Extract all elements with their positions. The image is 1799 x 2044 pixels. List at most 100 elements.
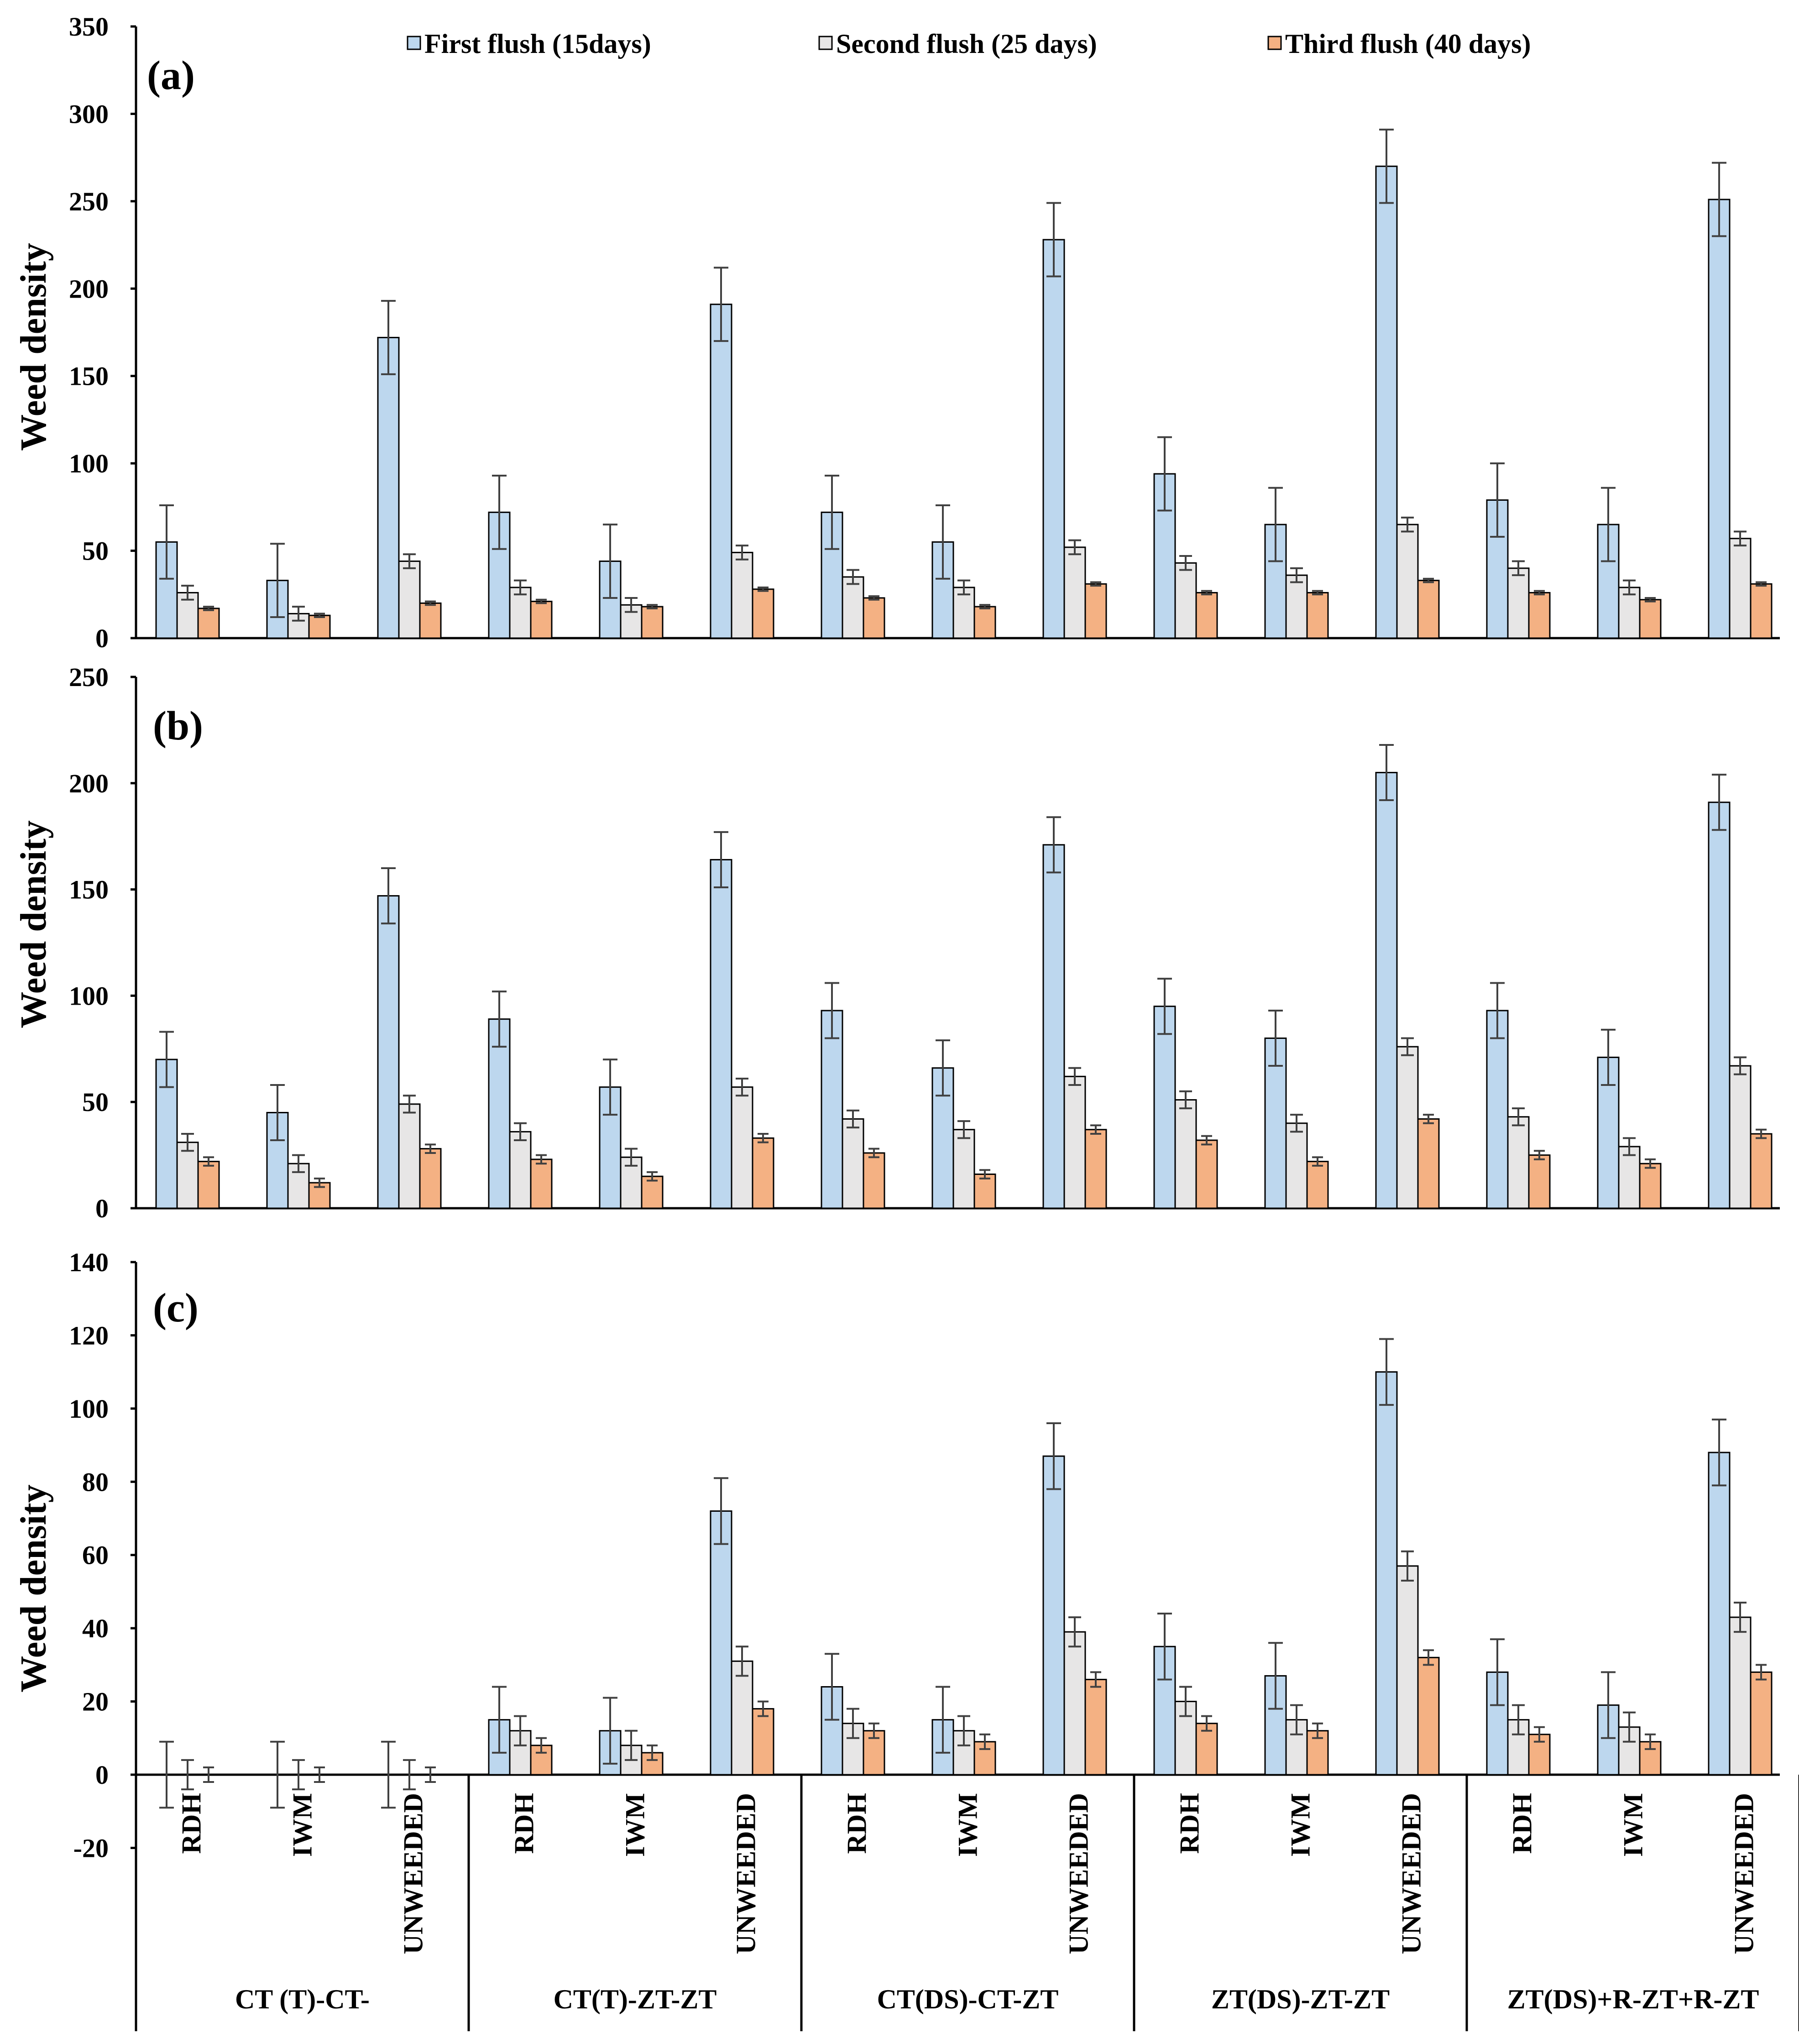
panel-b-error-bar-second-flush (1179, 1090, 1192, 1110)
panel-a-ytick-label: 100 (69, 449, 109, 478)
panel-a-error-bar-second-flush (1623, 579, 1636, 596)
panel-c-error-bar-third-flush (868, 1722, 879, 1739)
panel-b-bar-third-flush (197, 1161, 220, 1209)
panel-b-error-bar-third-flush (1645, 1158, 1656, 1169)
panel-b-error-bar-first-flush (1379, 744, 1394, 802)
panel-a-bar-third-flush (973, 606, 996, 639)
panel-b-error-bar-first-flush (1712, 774, 1726, 831)
panel-a-bar-second-flush (1507, 567, 1530, 639)
panel-b-error-bar-second-flush (957, 1120, 970, 1139)
panel-a-error-bar-second-flush (514, 579, 527, 596)
panel-b-error-bar-first-flush (159, 1031, 174, 1088)
panel-b-label: (b) (153, 703, 203, 749)
panel-c-ytick-label: 80 (82, 1467, 109, 1497)
panel-b-ylabel: Weed density (14, 820, 54, 1028)
panel-a-bars (155, 128, 1773, 639)
category-label-unweeded: UNWEEDED (1064, 1793, 1094, 1954)
panel-c-error-bar-third-flush (203, 1766, 214, 1783)
group-label: CT(T)-ZT-ZT (554, 1984, 717, 2014)
panel-a-bar-first-flush (1375, 165, 1398, 639)
panel-a-bar-second-flush (1063, 546, 1086, 639)
category-label-iwm: IWM (1618, 1793, 1648, 1857)
panel-c-error-bar-second-flush (957, 1715, 970, 1746)
panel-b-error-bar-third-flush (1756, 1128, 1767, 1139)
panel-c-error-bar-first-flush (714, 1477, 728, 1545)
panel-a-error-bar-third-flush (1756, 581, 1767, 587)
category-label-rdh: RDH (1507, 1793, 1538, 1854)
panel-b-error-bar-third-flush (1201, 1135, 1212, 1146)
panel-b-bar-third-flush (1306, 1161, 1329, 1209)
panel-b: (b) Weed density 0 50 100 150 200 250 (14, 662, 1780, 1223)
category-label-rdh: RDH (509, 1793, 539, 1854)
panel-b-bar-first-flush (1375, 772, 1398, 1209)
panel-a-bar-third-flush (1306, 592, 1329, 639)
panel-a-bar-third-flush (752, 588, 774, 639)
panel-c-error-bar-third-flush (1312, 1722, 1323, 1739)
panel-b-error-bar-first-flush (1268, 1009, 1283, 1067)
panel-a-bar-third-flush (641, 606, 664, 639)
panel-c-error-bar-second-flush (1179, 1686, 1192, 1717)
panel-a-bar-first-flush (1042, 239, 1065, 639)
panel-a-ytick-label: 150 (69, 362, 109, 391)
panel-b-bar-second-flush (1285, 1122, 1308, 1209)
panel-c-error-bar-third-flush (1201, 1715, 1212, 1732)
panel-a-error-bar-second-flush (1512, 560, 1525, 577)
panel-a-bar-second-flush (1396, 524, 1419, 639)
panel-a-bar-third-flush (1639, 599, 1662, 639)
panel-a-error-bar-first-flush (1712, 162, 1726, 237)
panel-b-bar-third-flush (973, 1174, 996, 1209)
panel-b-error-bar-third-flush (536, 1154, 547, 1165)
panel-a-error-bar-third-flush (868, 595, 879, 601)
panel-a-error-bar-third-flush (1090, 581, 1101, 587)
panel-b-bar-second-flush (1729, 1065, 1752, 1209)
panel-a-error-bar-first-flush (1379, 128, 1394, 204)
panel-b-error-bar-third-flush (1423, 1114, 1434, 1124)
panel-b-error-bar-first-flush (270, 1084, 285, 1142)
panel-a-ytick-label: 0 (95, 624, 109, 653)
panel-a-error-bar-second-flush (1290, 567, 1303, 583)
panel-b-error-bar-third-flush (425, 1143, 436, 1154)
panel-c-bar-third-flush (1750, 1671, 1773, 1776)
panel-a-bar-second-flush (842, 576, 864, 639)
panel-c-bar-first-flush (1375, 1371, 1398, 1776)
panel-b-bar-first-flush (377, 895, 400, 1209)
panel-a-ytick-label: 50 (82, 536, 109, 566)
category-label-unweeded: UNWEEDED (398, 1793, 429, 1954)
panel-c-error-bar-first-flush (159, 1740, 174, 1809)
legend-label-first-flush: First flush (15days) (424, 29, 651, 59)
panel-b-error-bar-second-flush (403, 1095, 416, 1114)
panel-b-bar-second-flush (952, 1129, 975, 1209)
panel-b-ytick-label: 200 (69, 769, 109, 798)
panel-a-bar-first-flush (377, 336, 400, 639)
panel-a-error-bar-third-flush (425, 600, 436, 606)
panel-b-bar-third-flush (1750, 1133, 1773, 1209)
panel-c-ylabel: Weed density (14, 1484, 54, 1693)
panel-a-error-bar-second-flush (957, 579, 970, 596)
panel-c-error-bar-first-flush (1268, 1642, 1283, 1710)
panel-a-label: (a) (147, 53, 195, 98)
panel-b-bar-third-flush (752, 1137, 774, 1209)
panel-b-error-bar-first-flush (1490, 982, 1505, 1039)
panel-a-error-bar-second-flush (292, 606, 305, 622)
panel-a-error-bar-second-flush (181, 585, 194, 601)
panel-c-error-bar-second-flush (514, 1715, 527, 1746)
panel-b-error-bar-third-flush (203, 1156, 214, 1167)
group-label: CT(DS)-CT-ZT (877, 1984, 1059, 2014)
category-label-rdh: RDH (1175, 1793, 1205, 1854)
panel-c-error-bar-second-flush (1623, 1711, 1636, 1743)
panel-c-ytick-label: -20 (73, 1833, 109, 1863)
legend-label-third-flush: Third flush (40 days) (1285, 29, 1531, 59)
panel-b-error-bar-first-flush (714, 831, 728, 888)
panel-b-bar-first-flush (1042, 844, 1065, 1209)
group-label: CT (T)-CT- (235, 1984, 370, 2014)
panel-c-bar-third-flush (1084, 1678, 1107, 1776)
panel-c-ytick-label: 60 (82, 1541, 109, 1570)
panel-b-bar-first-flush (1153, 1006, 1176, 1209)
panel-a-bar-second-flush (952, 587, 975, 639)
panel-a-error-bar-first-flush (270, 543, 285, 618)
panel-a-error-bar-second-flush (1734, 530, 1747, 547)
panel-b-ytick-label: 0 (95, 1194, 109, 1223)
panel-b-error-bar-third-flush (1090, 1124, 1101, 1135)
panel-c-bar-third-flush (752, 1708, 774, 1776)
